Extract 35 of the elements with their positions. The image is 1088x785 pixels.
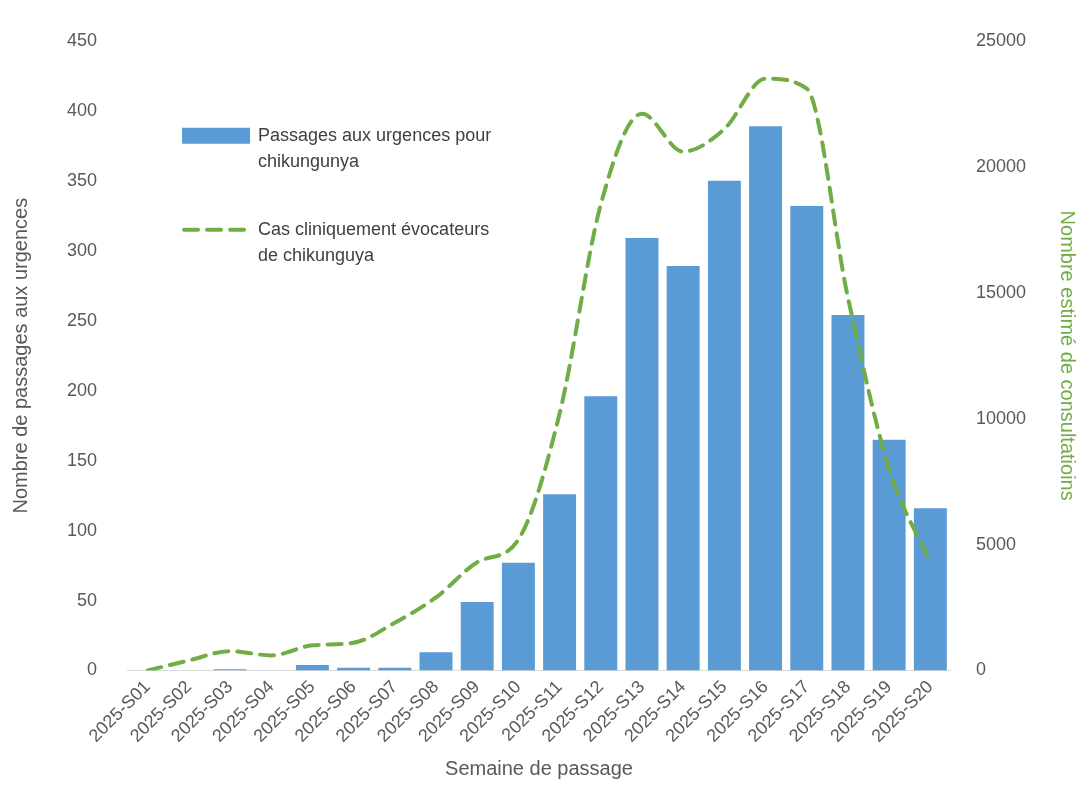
- y-tick-label: 150: [66, 449, 98, 470]
- bar: [543, 494, 577, 671]
- legend-label: Cas cliniquement évocateurs de chikunguya: [258, 218, 490, 265]
- bar: [666, 266, 700, 671]
- y2-tick-label: 15000: [975, 281, 1027, 302]
- bar: [625, 238, 659, 671]
- y2-tick-label: 0: [975, 659, 986, 680]
- bar: [584, 396, 618, 671]
- bar: [749, 126, 783, 671]
- y-tick-label: 250: [66, 309, 98, 330]
- bar: [460, 601, 494, 671]
- y-tick-label: 100: [66, 519, 98, 540]
- y2-axis-title: Nombre estimé de consultatioins: [1057, 210, 1080, 501]
- bar: [419, 652, 453, 671]
- y-tick-label: 50: [77, 589, 98, 610]
- bar: [831, 315, 865, 671]
- y2-tick-label: 20000: [975, 155, 1027, 176]
- bar: [913, 508, 947, 671]
- bar: [872, 439, 906, 671]
- y2-tick-label: 25000: [975, 29, 1027, 50]
- bar: [501, 562, 535, 671]
- y-tick-label: 0: [87, 659, 98, 680]
- y-tick-label: 350: [66, 169, 98, 190]
- legend-label: Passages aux urgences pour chikungunya: [258, 124, 492, 171]
- bar: [707, 180, 741, 671]
- y-tick-label: 450: [66, 29, 98, 50]
- y-tick-label: 200: [66, 379, 98, 400]
- y-axis-title: Nombre de passages aux urgences: [8, 197, 31, 514]
- bar: [295, 664, 329, 671]
- y-tick-label: 300: [66, 239, 98, 260]
- x-axis-title: Semaine de passage: [445, 756, 633, 779]
- y-tick-label: 400: [66, 99, 98, 120]
- y2-tick-label: 5000: [975, 533, 1016, 554]
- y2-tick-label: 10000: [975, 407, 1027, 428]
- bar: [790, 205, 824, 671]
